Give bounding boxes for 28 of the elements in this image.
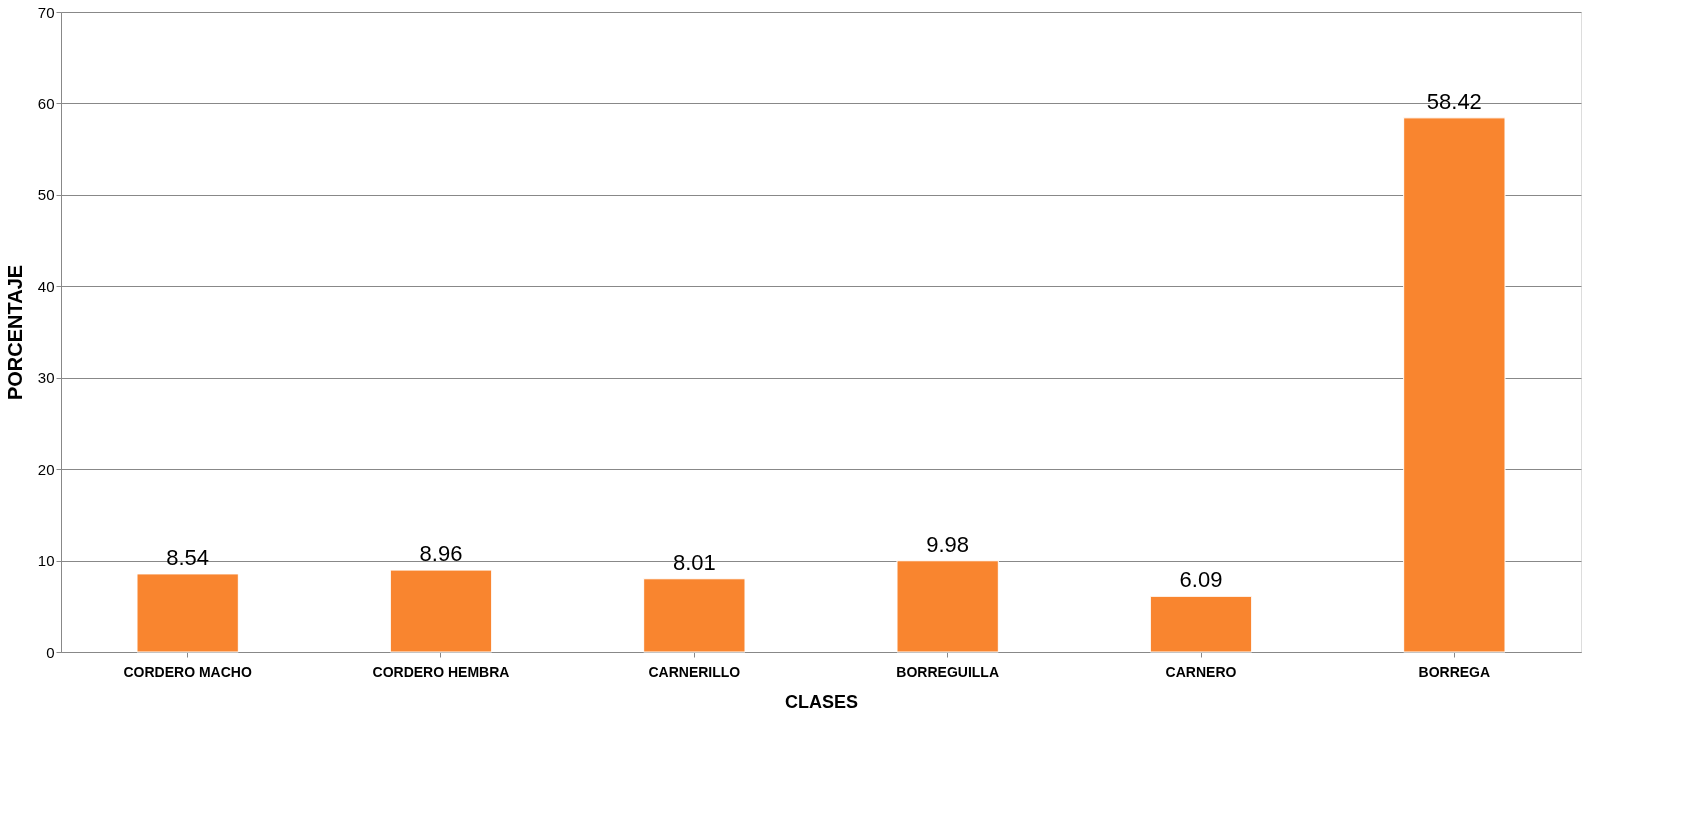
data-label: 8.96 <box>419 541 463 567</box>
x-axis-title: CLASES <box>784 691 859 712</box>
x-tick-label: BORREGUILLA <box>896 663 999 680</box>
y-tick-label: 20 <box>37 460 55 478</box>
x-tick-label: CARNERILLO <box>648 663 741 680</box>
bar <box>643 578 746 653</box>
data-label: 58.42 <box>1426 88 1482 114</box>
x-tick-label: CORDERO MACHO <box>123 663 252 680</box>
bar <box>1403 117 1506 653</box>
data-label: 6.09 <box>1179 567 1223 593</box>
x-tick-label: CORDERO HEMBRA <box>372 663 510 680</box>
y-tick-label: 50 <box>37 186 55 204</box>
y-tick-label: 40 <box>37 277 55 295</box>
x-tick-label: BORREGA <box>1418 663 1491 680</box>
x-tick-label: CARNERO <box>1165 663 1237 680</box>
y-tick-label: 60 <box>37 94 55 112</box>
y-tick-label: 70 <box>37 3 55 21</box>
data-label: 9.98 <box>926 531 970 557</box>
y-tick-label: 0 <box>46 643 55 661</box>
data-label: 8.54 <box>166 544 210 570</box>
data-label: 8.01 <box>672 549 716 575</box>
bar <box>896 560 999 653</box>
bar <box>136 573 239 653</box>
bar <box>1149 595 1253 653</box>
y-axis-title: PORCENTAJE <box>3 264 26 401</box>
bar <box>389 569 493 653</box>
y-tick-label: 10 <box>37 552 55 570</box>
y-tick-label: 30 <box>37 369 55 387</box>
